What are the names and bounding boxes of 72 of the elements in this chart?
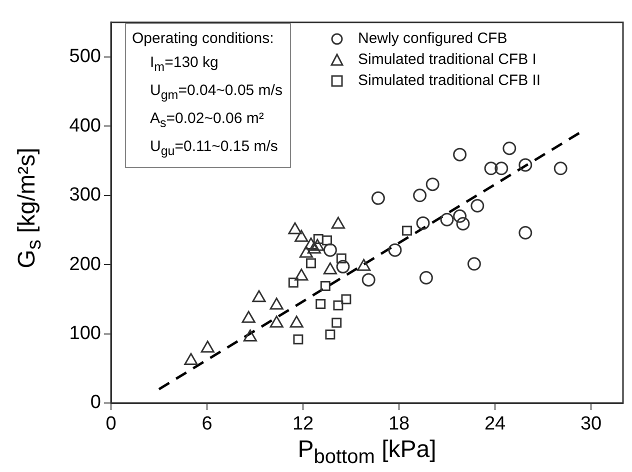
point	[518, 226, 532, 240]
point	[388, 243, 402, 257]
point	[453, 148, 467, 162]
x-axis-title: P$_{bottom}$ [kPa]	[296, 436, 438, 469]
point	[184, 353, 198, 366]
point	[484, 162, 498, 176]
point	[316, 299, 326, 310]
annotation: U$_{gu}$=0.11~0.15 m/s	[149, 137, 279, 160]
point	[331, 216, 346, 229]
point	[332, 318, 342, 328]
point	[467, 257, 481, 271]
point	[456, 217, 470, 231]
point	[313, 234, 324, 244]
point	[336, 253, 346, 264]
point	[288, 278, 298, 288]
point	[470, 199, 484, 213]
y-tick-label: 0	[90, 392, 101, 414]
point	[325, 330, 336, 340]
x-tick-label: 6	[202, 414, 212, 435]
point	[440, 212, 454, 226]
point	[518, 158, 532, 172]
point	[419, 271, 433, 284]
legend-label: Newly configured CFB	[358, 29, 508, 49]
point	[290, 316, 304, 328]
y-tick-label: 400	[69, 115, 101, 136]
annotation: A$_{s}$=0.02~0.06 m²	[149, 109, 265, 132]
point	[336, 260, 350, 274]
point	[322, 235, 332, 246]
annotation: Operating conditions:	[132, 29, 275, 49]
point	[402, 226, 412, 236]
point	[413, 188, 427, 202]
point	[242, 310, 256, 323]
point	[243, 330, 258, 342]
annotation: U$_{gm}$=0.04~0.05 m/s	[149, 81, 282, 104]
y-tick-label: 100	[69, 323, 101, 344]
x-tick-label: 24	[484, 414, 506, 435]
point	[320, 281, 330, 292]
y-tick-label: 300	[69, 184, 101, 206]
point	[288, 222, 302, 234]
point	[416, 216, 430, 230]
x-tick-label: 0	[106, 414, 116, 435]
point	[307, 242, 322, 254]
x-tick-label: 30	[580, 414, 602, 435]
point	[310, 238, 324, 251]
annotation: I$_{m}$=130 kg	[149, 53, 220, 76]
x-tick-label: 18	[388, 414, 410, 435]
point	[453, 209, 467, 223]
point	[554, 162, 568, 176]
point	[294, 230, 308, 242]
point	[356, 258, 371, 271]
point	[426, 178, 440, 192]
point	[299, 246, 314, 258]
point	[270, 316, 284, 328]
point	[333, 300, 344, 310]
point	[306, 258, 316, 268]
point	[252, 290, 266, 302]
point	[371, 191, 385, 205]
point	[502, 142, 516, 156]
point	[270, 298, 284, 310]
y-tick-label: 200	[69, 254, 101, 275]
point	[362, 273, 376, 287]
point	[294, 268, 308, 281]
legend-label: Simulated traditional CFB I	[358, 50, 536, 70]
legend-label: Simulated traditional CFB II	[358, 71, 541, 91]
point	[494, 162, 508, 176]
point	[323, 262, 338, 274]
point	[341, 294, 352, 304]
point	[323, 243, 337, 257]
x-tick-label: 12	[292, 414, 314, 435]
point	[200, 340, 214, 353]
point	[293, 334, 304, 344]
y-tick-label: 500	[69, 46, 101, 68]
